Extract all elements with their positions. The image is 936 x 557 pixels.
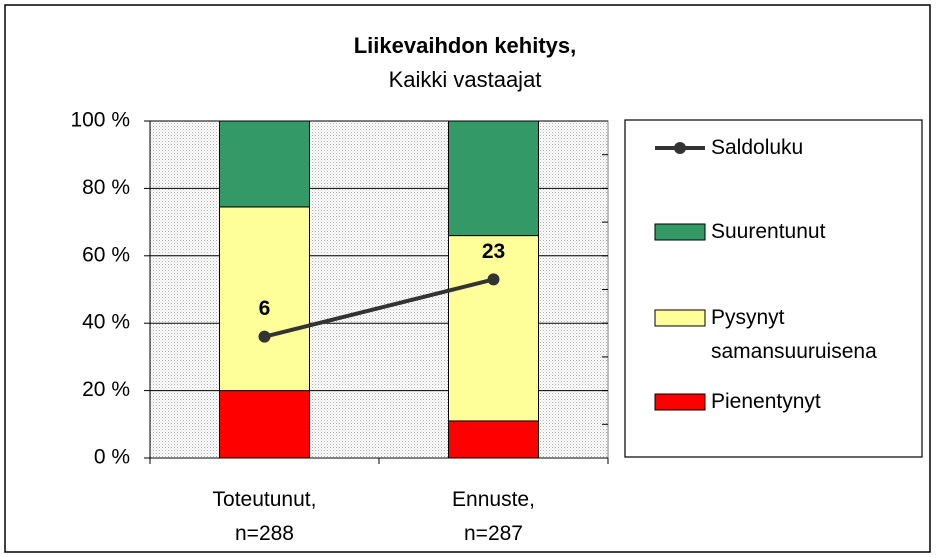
legend-label: Suurentunut: [711, 220, 826, 243]
bar-segment: [219, 120, 310, 208]
saldo-marker: [487, 273, 500, 286]
bar-segment: [448, 235, 539, 422]
y-tick-label: 80 %: [82, 176, 130, 199]
x-tick-label: Ennuste, n=287: [452, 488, 535, 545]
chart-subtitle: Kaikki vastaajat: [389, 67, 542, 92]
data-label: 6: [259, 297, 271, 320]
data-label: 23: [482, 240, 505, 263]
chart-title: Liikevaihdon kehitys,: [354, 33, 577, 58]
plot-area: [149, 120, 609, 459]
saldo-line: [264, 277, 494, 339]
y-tick-label: 20 %: [82, 378, 130, 401]
saldo-marker: [258, 330, 271, 343]
y-tick-label: 0 %: [94, 446, 130, 469]
legend-swatch: [654, 309, 706, 327]
legend-label: Saldoluku: [711, 136, 804, 159]
bar-segment: [219, 390, 310, 459]
bar-segment: [448, 420, 539, 459]
legend-swatch: [654, 223, 706, 241]
legend-label: Pienentynyt: [711, 390, 821, 413]
legend-marker: [674, 142, 686, 154]
bar-segment: [448, 120, 539, 237]
legend-swatch: [654, 393, 706, 411]
bar-segment: [219, 206, 310, 392]
y-tick-label: 60 %: [82, 243, 130, 266]
x-tick-label: Toteutunut, n=288: [212, 488, 317, 545]
y-tick-label: 100 %: [70, 109, 130, 132]
y-tick-label: 40 %: [82, 311, 130, 334]
legend-label: Pysynyt samansuuruisena: [711, 306, 877, 363]
